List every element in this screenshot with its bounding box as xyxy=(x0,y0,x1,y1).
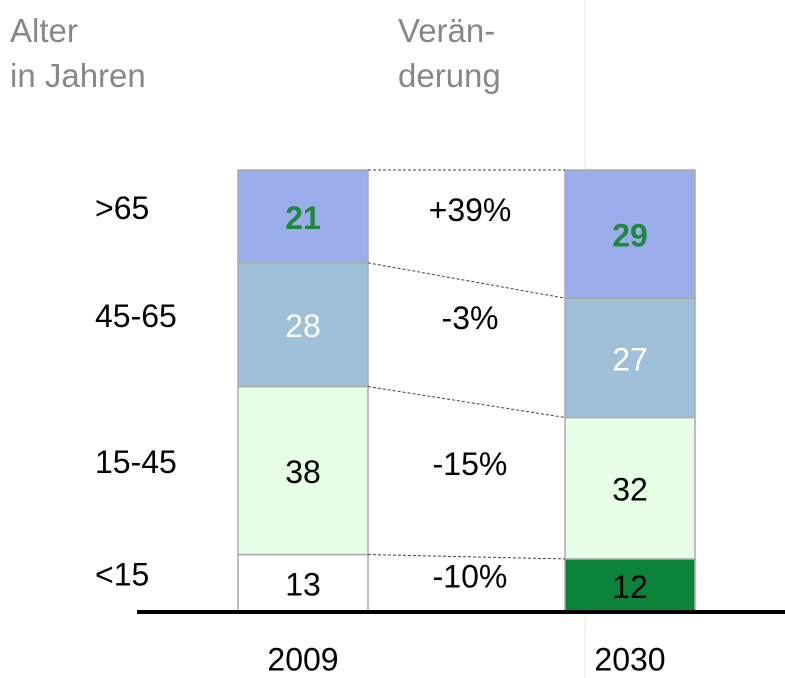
x-tick-label: 2009 xyxy=(267,641,338,677)
connector xyxy=(367,386,566,419)
change-label: +39% xyxy=(429,192,512,228)
legend-label: <15 xyxy=(95,557,149,593)
change-header: derung xyxy=(398,57,501,94)
value-label: 38 xyxy=(285,454,321,490)
value-label: 29 xyxy=(612,218,648,254)
legend-label: 45-65 xyxy=(95,298,177,334)
bar-segment xyxy=(564,169,696,299)
bar-segment xyxy=(237,385,369,556)
change-header: Verän- xyxy=(398,12,495,49)
x-tick-label: 2030 xyxy=(594,641,665,677)
connector xyxy=(367,554,566,560)
value-label: 21 xyxy=(285,200,321,236)
change-label: -3% xyxy=(442,300,499,336)
bar-segment xyxy=(237,169,369,264)
value-label: 32 xyxy=(612,472,648,508)
bar-segment xyxy=(564,416,696,560)
legend-label: >65 xyxy=(95,190,149,226)
change-label: -10% xyxy=(433,559,508,595)
legend-label: 15-45 xyxy=(95,444,177,480)
bar-segment xyxy=(564,558,696,613)
value-label: 12 xyxy=(612,569,648,605)
row-header: Alter xyxy=(10,12,78,49)
value-label: 28 xyxy=(285,308,321,344)
row-header: in Jahren xyxy=(10,57,146,94)
change-label: -15% xyxy=(433,446,508,482)
value-label: 27 xyxy=(612,341,648,377)
value-label: 13 xyxy=(285,567,321,603)
bar-segment xyxy=(564,297,696,419)
connector xyxy=(367,262,566,299)
